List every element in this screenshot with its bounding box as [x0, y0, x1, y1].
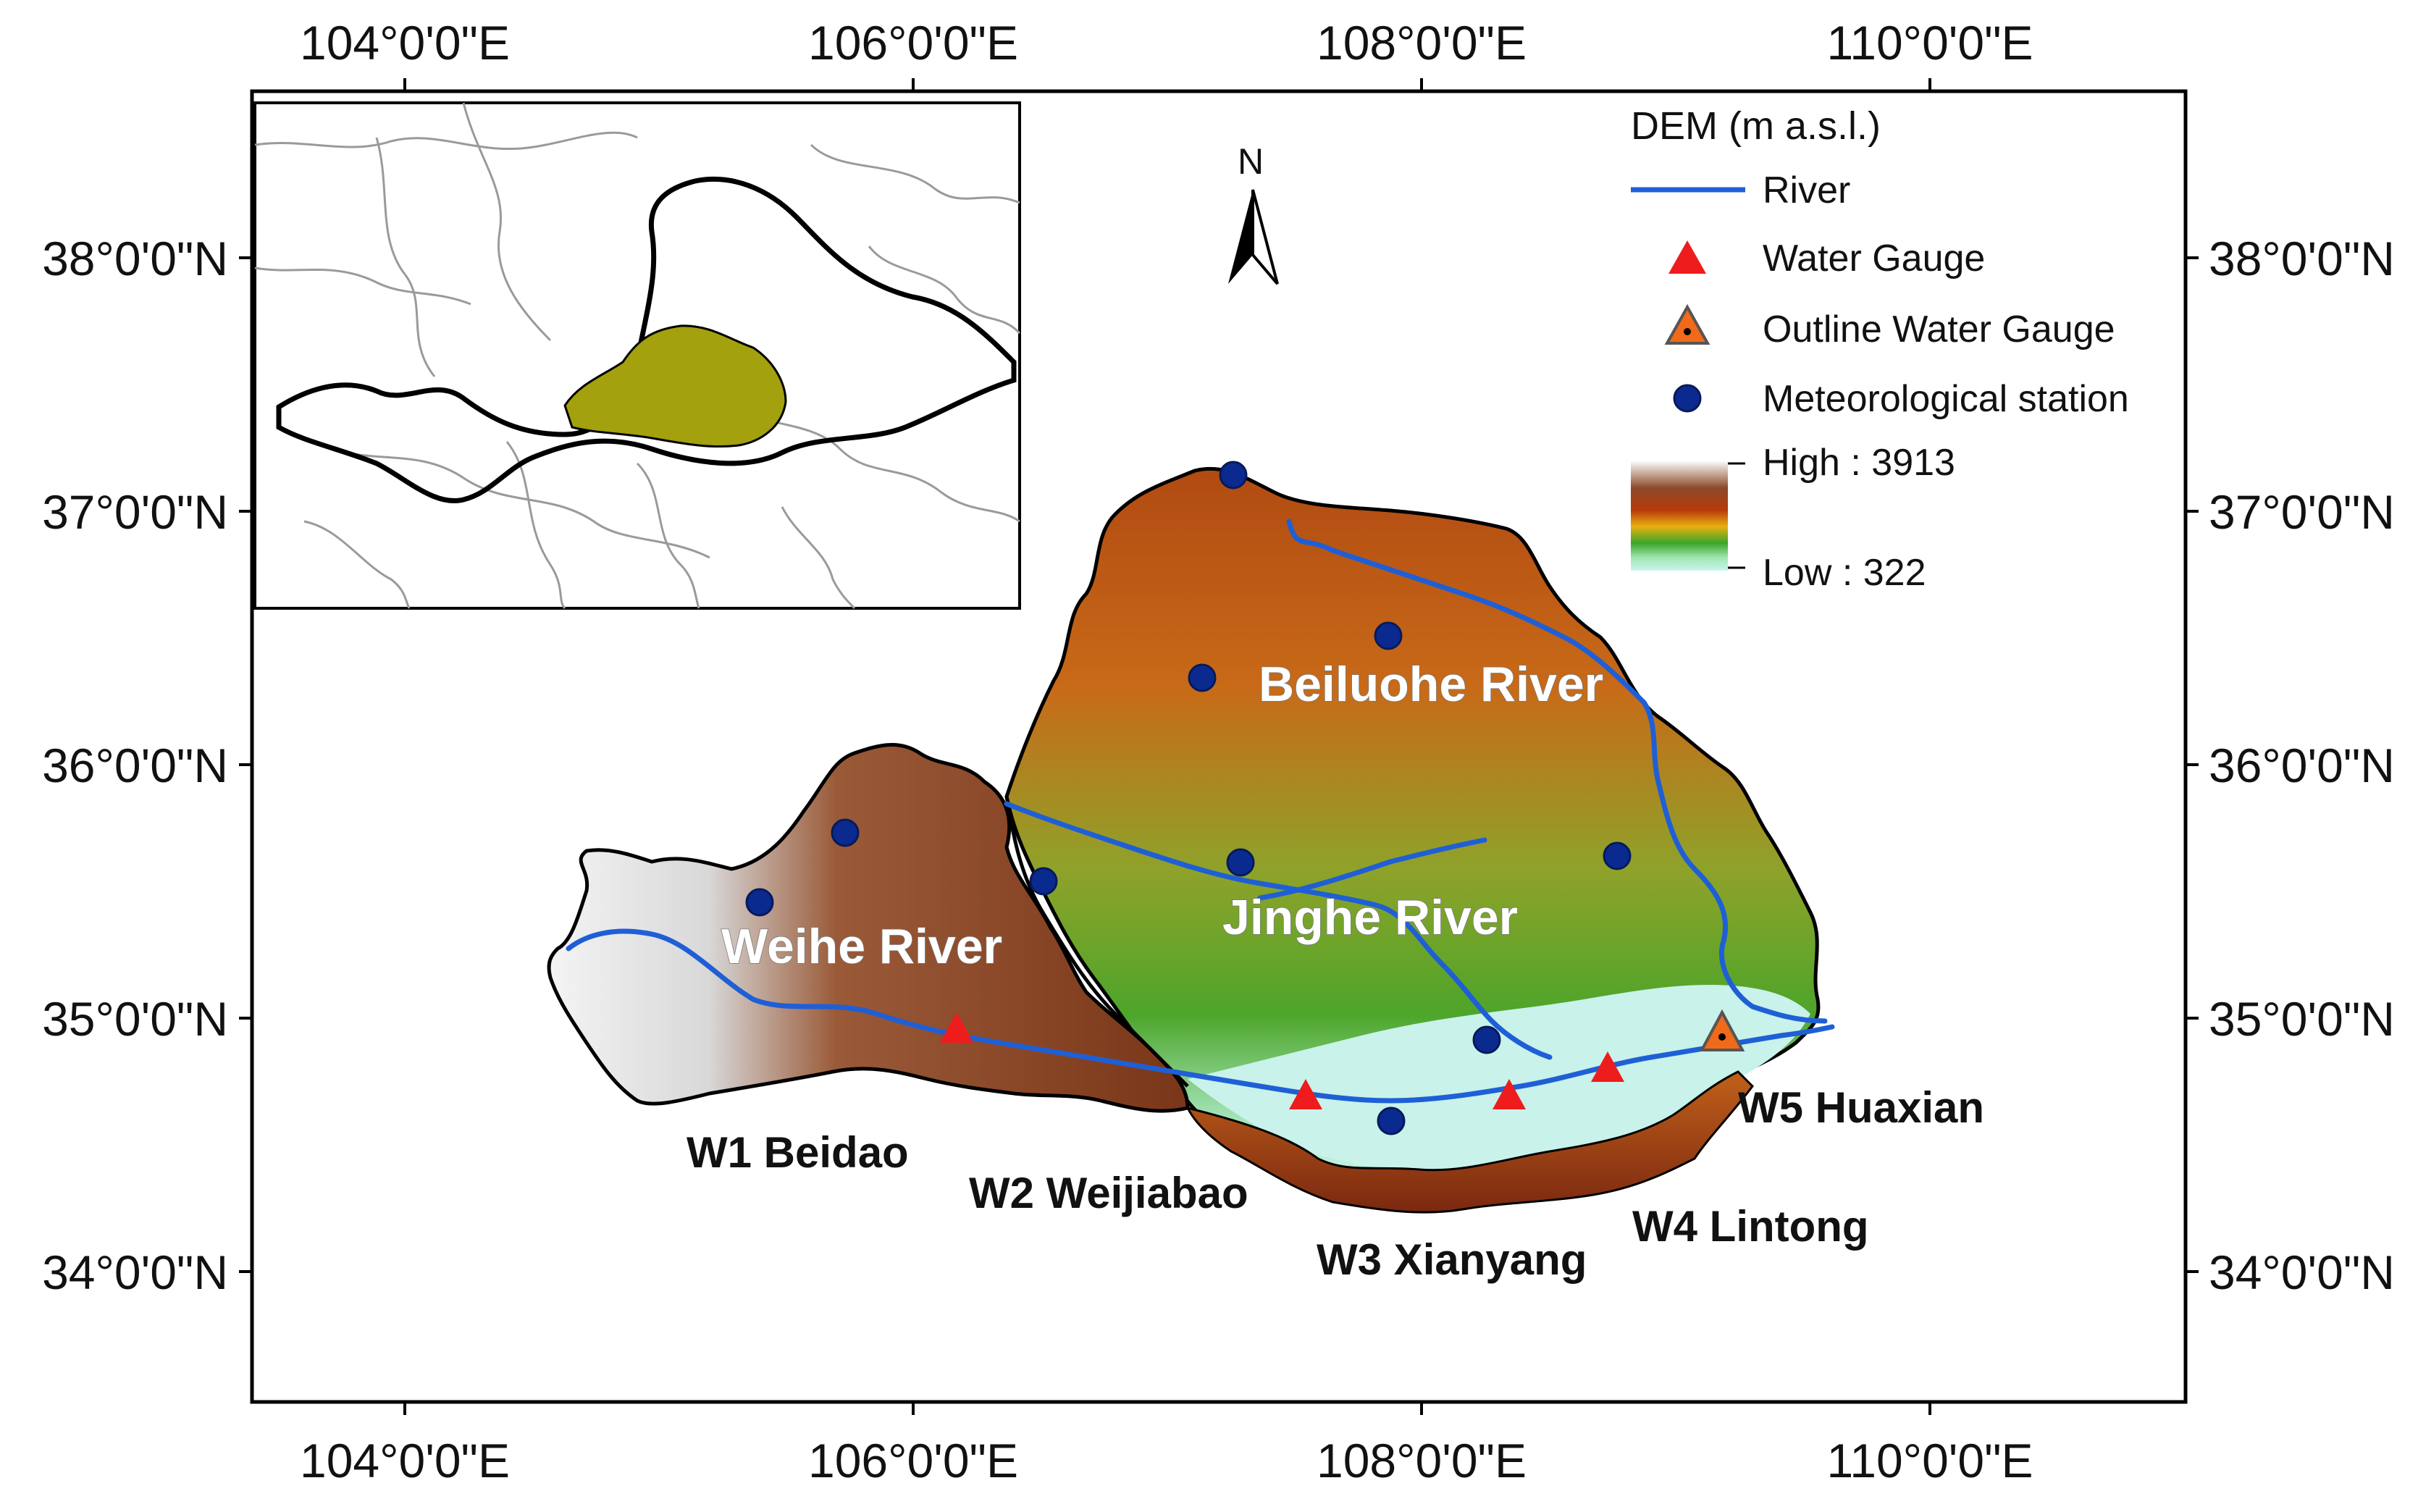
jinghe-river-line — [1004, 801, 1553, 1060]
water-gauges — [940, 1009, 1745, 1109]
jinghe-tributary-line — [1257, 837, 1487, 901]
lat-label-left-35: 35°0'0"N — [42, 992, 228, 1046]
lat-label-right-38: 38°0'0"N — [2209, 232, 2395, 285]
gauge-label-w4: W4 Lintong — [1632, 1202, 1869, 1251]
legend-label-met-station: Meteorological station — [1763, 378, 2129, 420]
lat-label-right-37: 37°0'0"N — [2209, 485, 2395, 539]
lon-label-bottom-110: 110°0'0"E — [1826, 1434, 2033, 1487]
lat-label-left-38: 38°0'0"N — [42, 232, 228, 285]
met-station — [831, 818, 860, 847]
met-station — [1603, 841, 1632, 870]
legend-gauge-symbol — [1668, 240, 1706, 274]
gauge-label-w3: W3 Xianyang — [1317, 1235, 1587, 1284]
beiluohe-river-line — [1286, 518, 1828, 1024]
weihe-river-line — [566, 928, 1835, 1104]
gauge-label-w5: W5 Huaxian — [1738, 1083, 1984, 1132]
gauge-w1-marker — [940, 1012, 973, 1043]
met-station — [745, 888, 774, 917]
lat-label-left-37: 37°0'0"N — [42, 485, 228, 539]
river-label-weihe: Weihe River — [721, 919, 1002, 974]
river-label-beiluohe: Beiluohe River — [1259, 657, 1603, 712]
river-label-jinghe: Jinghe River — [1222, 890, 1518, 945]
legend: DEM (m a.s.l.) River Water Gauge Outline… — [1631, 104, 2129, 594]
gauge-w2-marker — [1289, 1079, 1322, 1109]
inset-province-boundaries — [254, 102, 1021, 610]
met-station — [1188, 663, 1217, 692]
north-arrow-icon: N — [1228, 141, 1279, 285]
legend-label-outline-gauge: Outline Water Gauge — [1763, 308, 2115, 350]
jinghe-weihe-divide — [1004, 796, 1189, 1088]
gauge-label-w1: W1 Beidao — [687, 1128, 909, 1177]
qinling-range — [1185, 1070, 1754, 1214]
gauge-w4-marker — [1591, 1051, 1624, 1082]
lat-label-right-36: 36°0'0"N — [2209, 739, 2395, 792]
met-station — [1374, 621, 1403, 650]
lat-label-left-36: 36°0'0"N — [42, 739, 228, 792]
basin-terrain — [547, 466, 1821, 1214]
lon-label-bottom-108: 108°0'0"E — [1317, 1434, 1527, 1487]
met-station — [1472, 1025, 1501, 1054]
lon-label-bottom-104: 104°0'0"E — [300, 1434, 510, 1487]
legend-label-river: River — [1763, 169, 1850, 211]
inset-yellow-river-basin-outline — [276, 176, 1017, 503]
legend-dem-ramp — [1631, 461, 1728, 571]
legend-outline-gauge-symbol — [1664, 303, 1710, 345]
lon-label-top-110: 110°0'0"E — [1826, 16, 2033, 70]
gauge-label-w2: W2 Weijiabao — [969, 1169, 1248, 1217]
met-station — [1226, 848, 1255, 877]
gauge-w5-marker — [1699, 1009, 1745, 1051]
lat-label-left-34: 34°0'0"N — [42, 1246, 228, 1299]
legend-station-symbol — [1673, 384, 1702, 413]
met-station — [1029, 867, 1058, 896]
met-station — [1219, 461, 1248, 490]
lon-label-bottom-106: 106°0'0"E — [808, 1434, 1018, 1487]
north-arrow-letter: N — [1238, 141, 1264, 182]
inset-study-basin — [563, 324, 787, 448]
tick-marks — [239, 78, 2199, 1415]
gauge-w3-marker — [1493, 1079, 1526, 1109]
lon-label-top-104: 104°0'0"E — [300, 16, 510, 70]
legend-dem-low: Low : 322 — [1763, 552, 1926, 594]
legend-title: DEM (m a.s.l.) — [1631, 104, 1881, 148]
lon-label-top-106: 106°0'0"E — [808, 16, 1018, 70]
meteorological-stations — [745, 461, 1632, 1135]
weihe-upper-basin — [547, 742, 1190, 1113]
met-station — [1377, 1106, 1406, 1135]
inset-map — [253, 101, 1021, 610]
rivers — [566, 518, 1835, 1104]
legend-label-water-gauge: Water Gauge — [1763, 238, 1985, 280]
lon-label-top-108: 108°0'0"E — [1317, 16, 1527, 70]
lat-label-right-34: 34°0'0"N — [2209, 1246, 2395, 1299]
legend-dem-high: High : 3913 — [1763, 442, 1955, 484]
lat-label-right-35: 35°0'0"N — [2209, 992, 2395, 1046]
